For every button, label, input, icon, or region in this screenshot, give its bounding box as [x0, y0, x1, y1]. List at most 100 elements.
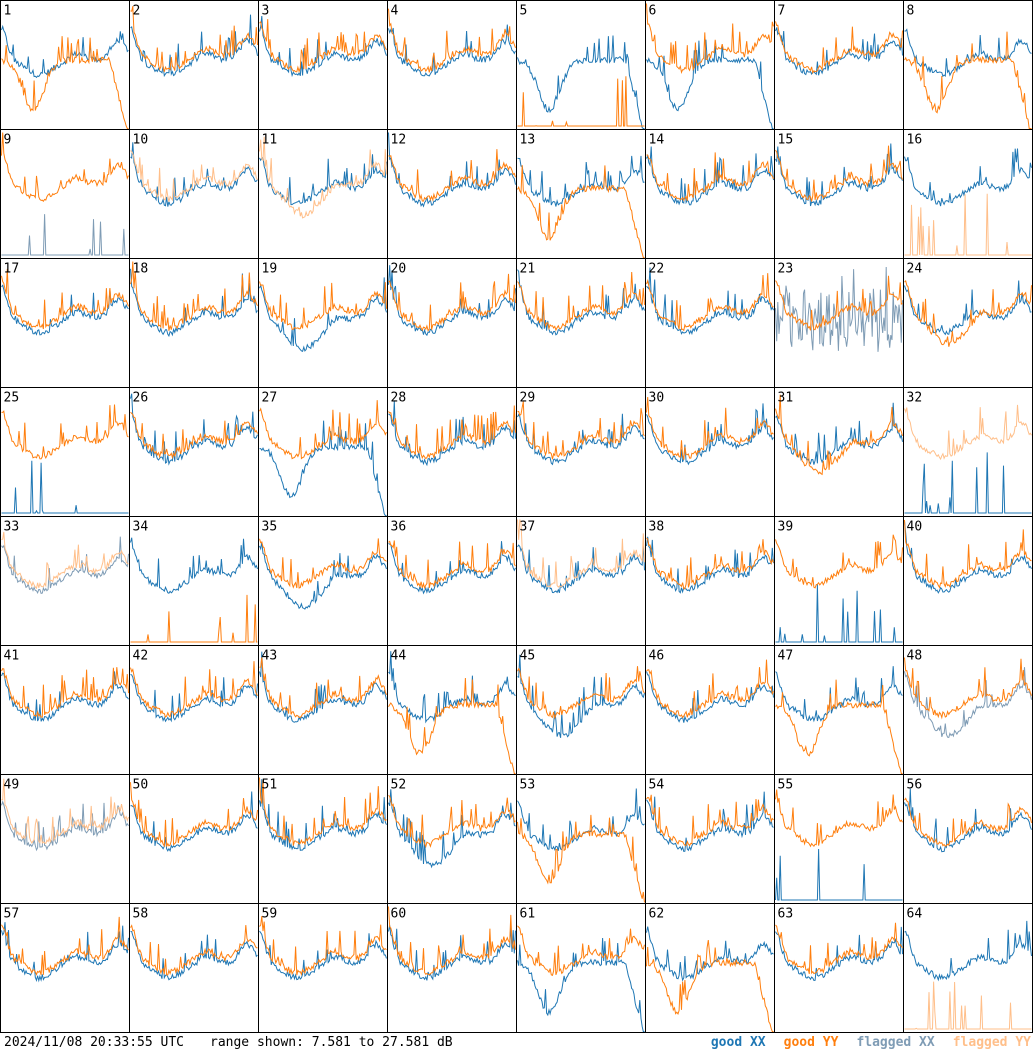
series-xx-good — [388, 400, 516, 467]
series-yy-good — [775, 21, 903, 75]
series-xx-good — [517, 937, 645, 1032]
panel-label: 47 — [778, 649, 794, 664]
panel-25: 25 — [0, 387, 130, 517]
series-yy-good — [130, 6, 258, 72]
panel-label: 33 — [4, 520, 20, 535]
panel-label: 11 — [262, 133, 278, 148]
panel-frame — [387, 258, 517, 388]
series-xx-good — [1, 671, 129, 722]
panel-label: 4 — [391, 4, 399, 19]
panel-label: 39 — [778, 520, 794, 535]
panel-label: 40 — [907, 520, 923, 535]
panel-44: 44 — [387, 645, 517, 775]
series-yy-flagged — [904, 981, 1032, 1030]
series-xx-good — [259, 277, 387, 352]
series-xx-good — [775, 584, 903, 643]
panel-label: 18 — [133, 262, 149, 277]
series-yy-good — [517, 925, 645, 976]
series-xx-good — [388, 924, 516, 981]
series-xx-good — [904, 280, 1032, 336]
legend-flagged-xx: flagged XX — [856, 1035, 935, 1050]
panel-frame — [645, 258, 775, 388]
series-yy-good — [775, 534, 903, 589]
panel-label: 32 — [907, 391, 923, 406]
series-xx-good — [388, 132, 516, 208]
panel-13: 13 — [516, 129, 646, 259]
panel-label: 8 — [907, 4, 915, 19]
series-xx-good — [130, 537, 258, 594]
panel-frame — [516, 645, 646, 775]
series-yy-good — [1, 268, 129, 330]
panel-32: 32 — [903, 387, 1033, 517]
panel-label: 64 — [907, 907, 923, 922]
series-yy-good — [517, 271, 645, 332]
panel-frame — [903, 645, 1033, 775]
panel-label: 15 — [778, 133, 794, 148]
series-xx-good — [130, 930, 258, 981]
panel-15: 15 — [774, 129, 904, 259]
panel-label: 31 — [778, 391, 794, 406]
series-yy-good — [388, 540, 516, 590]
series-yy-good — [646, 940, 774, 1032]
legend-good-xx: good XX — [710, 1035, 766, 1050]
series-xx-good — [259, 651, 387, 723]
panel-label: 51 — [262, 778, 278, 793]
panel-24: 24 — [903, 258, 1033, 388]
panel-label: 55 — [778, 778, 794, 793]
panel-label: 62 — [649, 907, 665, 922]
series-xx-good — [130, 393, 258, 466]
panel-frame — [903, 774, 1033, 904]
series-yy-good — [388, 405, 516, 460]
panel-frame — [387, 387, 517, 517]
panel-frame — [387, 774, 517, 904]
series-xx-good — [517, 155, 645, 207]
panel-20: 20 — [387, 258, 517, 388]
range-label: range shown: 7.581 to 27.581 dB — [210, 1035, 453, 1050]
panel-22: 22 — [645, 258, 775, 388]
series-yy-good — [904, 279, 1032, 347]
panel-38: 38 — [645, 516, 775, 646]
series-xx-good — [1, 460, 129, 514]
panel-label: 56 — [907, 778, 923, 793]
panel-35: 35 — [258, 516, 388, 646]
panel-label: 12 — [391, 133, 407, 148]
series-yy-good — [1, 404, 129, 460]
panel-label: 3 — [262, 4, 270, 19]
panel-27: 27 — [258, 387, 388, 517]
panel-label: 61 — [520, 907, 536, 922]
panel-label: 46 — [649, 649, 665, 664]
panel-label: 24 — [907, 262, 923, 277]
series-xx-flagged — [904, 667, 1032, 738]
panel-frame — [129, 387, 259, 517]
panel-label: 41 — [4, 649, 20, 664]
series-xx-good — [259, 154, 387, 206]
panel-39: 39 — [774, 516, 904, 646]
panel-frame — [258, 645, 388, 775]
series-yy-good — [259, 777, 387, 846]
panel-label: 34 — [133, 520, 149, 535]
panel-48: 48 — [903, 645, 1033, 775]
series-xx-good — [904, 148, 1032, 207]
panel-label: 42 — [133, 649, 149, 664]
series-xx-good — [775, 402, 903, 465]
panel-62: 62 — [645, 903, 775, 1033]
series-yy-good — [646, 794, 774, 847]
series-yy-good — [517, 76, 645, 127]
series-xx-good — [517, 654, 645, 738]
series-xx-good — [130, 268, 258, 338]
series-xx-good — [1, 284, 129, 336]
series-yy-good — [130, 661, 258, 718]
panel-8: 8 — [903, 0, 1033, 130]
panel-label: 52 — [391, 778, 407, 793]
panel-41: 41 — [0, 645, 130, 775]
series-yy-good — [259, 19, 387, 74]
series-yy-good — [904, 31, 1032, 129]
panel-frame — [903, 903, 1033, 1033]
series-xx-good — [517, 269, 645, 336]
panel-53: 53 — [516, 774, 646, 904]
panel-frame — [129, 645, 259, 775]
series-xx-good — [775, 848, 903, 901]
panel-frame — [903, 516, 1033, 646]
panel-4: 4 — [387, 0, 517, 130]
panel-label: 48 — [907, 649, 923, 664]
